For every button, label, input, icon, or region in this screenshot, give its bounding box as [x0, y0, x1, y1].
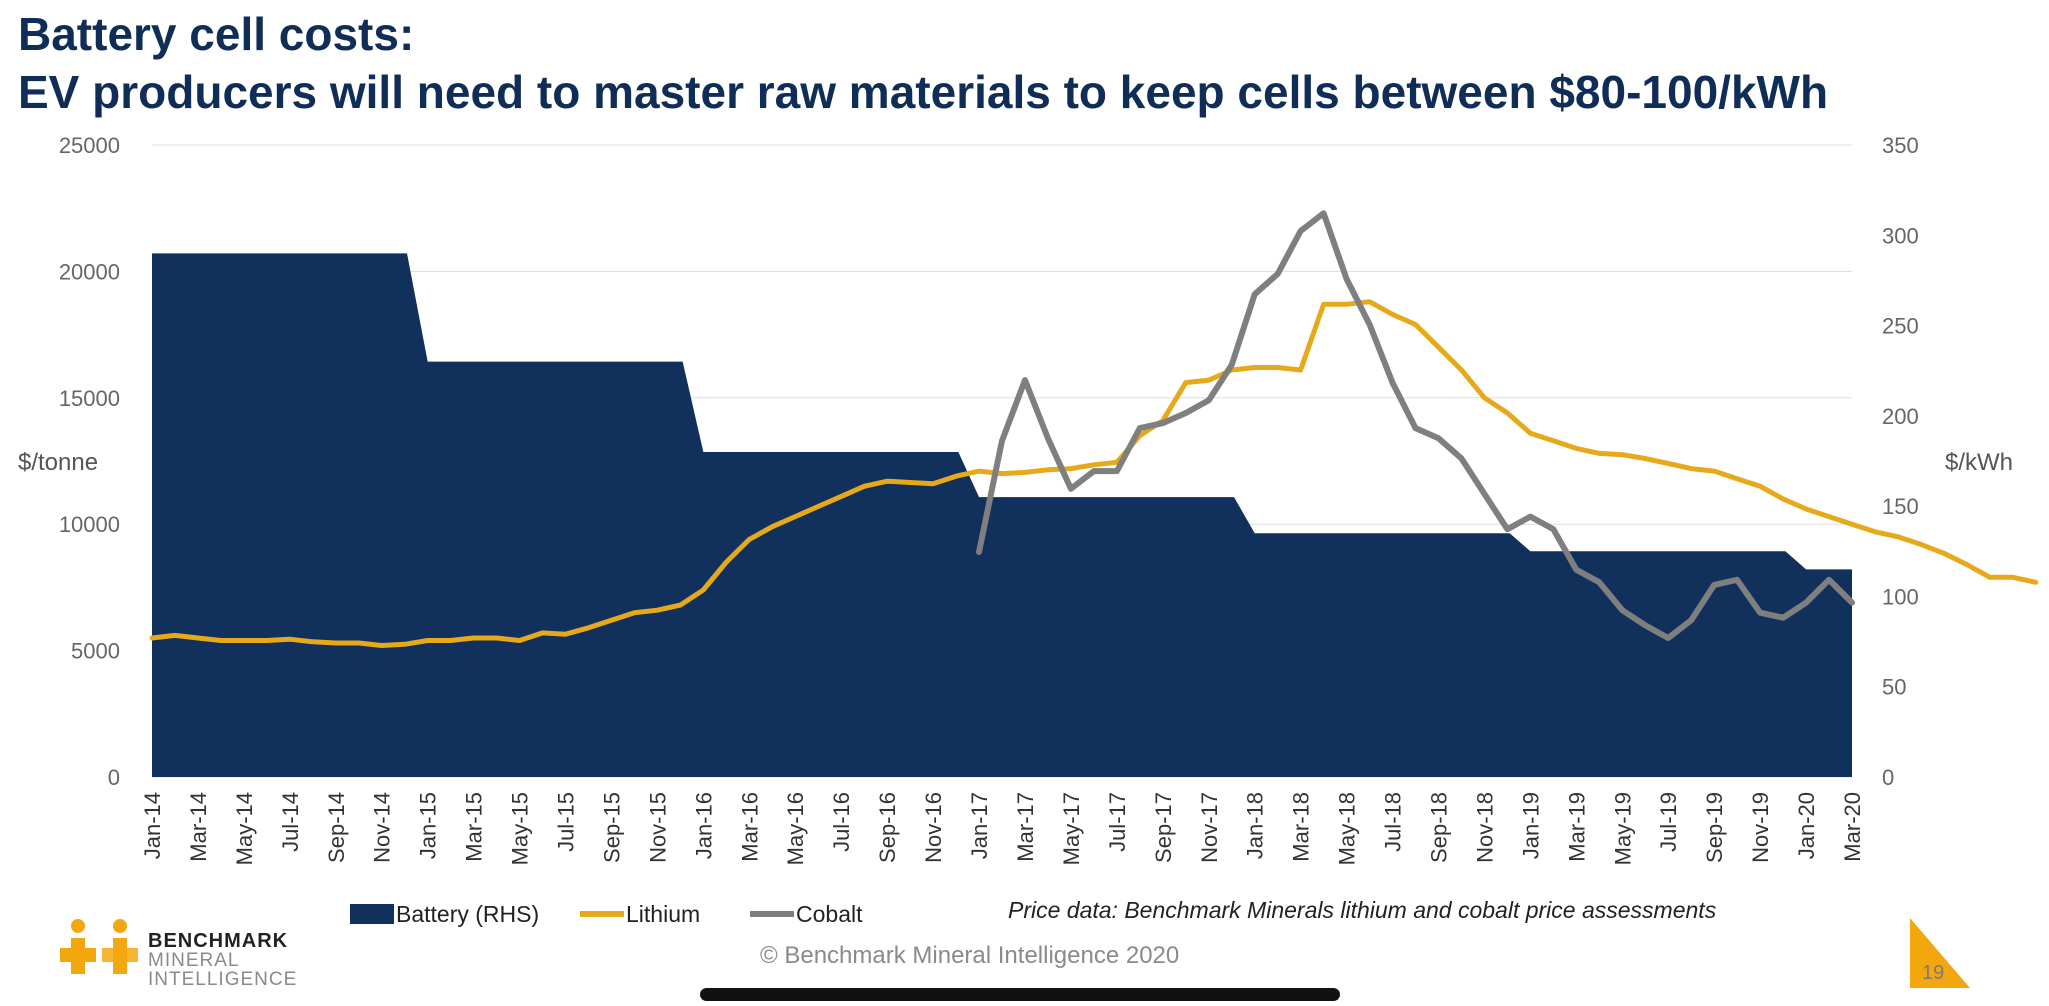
- y-axis-label-left: $/tonne: [18, 449, 98, 476]
- x-tick-label: Mar-14: [186, 792, 211, 862]
- x-tick-label: Jan-18: [1243, 792, 1268, 859]
- logo-text-line3: INTELLIGENCE: [148, 969, 298, 990]
- battery-series: [152, 253, 1852, 778]
- page-corner-triangle-icon: [1910, 918, 1970, 988]
- y-tick-label-right: 350: [1882, 133, 1919, 158]
- x-tick-label: Sep-19: [1702, 792, 1727, 863]
- x-tick-label: Mar-20: [1840, 792, 1865, 862]
- x-tick-label: Jul-16: [829, 792, 854, 852]
- x-tick-label: Jul-17: [1105, 792, 1130, 852]
- x-tick-label: Nov-18: [1472, 792, 1497, 863]
- legend-label: Cobalt: [796, 901, 863, 927]
- x-tick-label: Nov-14: [370, 792, 395, 863]
- y-tick-label-left: 10000: [59, 512, 120, 537]
- y-tick-label-right: 300: [1882, 223, 1919, 248]
- x-tick-label: May-15: [508, 792, 533, 865]
- chart-title-line2: EV producers will need to master raw mat…: [18, 66, 1829, 118]
- x-tick-label: Jul-15: [554, 792, 579, 852]
- y-tick-label-left: 20000: [59, 259, 120, 284]
- x-tick-label: Jan-15: [416, 792, 441, 859]
- x-tick-label: Jan-20: [1794, 792, 1819, 859]
- legend: Battery (RHS) Lithium Cobalt: [350, 901, 863, 927]
- x-tick-label: Sep-14: [324, 792, 349, 863]
- battery-area: [152, 253, 1852, 778]
- x-tick-label: Jan-14: [140, 792, 165, 859]
- cobalt-line: [976, 210, 1855, 641]
- x-tick-label: Sep-17: [1151, 792, 1176, 863]
- x-tick-label: Mar-17: [1013, 792, 1038, 862]
- x-tick-label: Sep-18: [1426, 792, 1451, 863]
- y-tick-label-right: 150: [1882, 494, 1919, 519]
- x-tick-label: Mar-16: [737, 792, 762, 862]
- copyright-text: © Benchmark Mineral Intelligence 2020: [760, 942, 1180, 969]
- left-axis: 0 5000 10000 15000 20000 25000: [59, 133, 120, 790]
- x-tick-label: Jan-16: [691, 792, 716, 859]
- x-tick-label: Nov-16: [921, 792, 946, 863]
- x-tick-label: Jan-19: [1518, 792, 1543, 859]
- lithium-line: [149, 299, 2039, 648]
- y-tick-label-right: 100: [1882, 584, 1919, 609]
- x-tick-label: Sep-16: [875, 792, 900, 863]
- logo-text-line1: BENCHMARK: [148, 930, 289, 952]
- x-tick-label: May-16: [783, 792, 808, 865]
- y-tick-label-right: 250: [1882, 314, 1919, 339]
- x-tick-label: Nov-17: [1197, 792, 1222, 863]
- benchmark-logo: BENCHMARK MINERAL INTELLIGENCE: [58, 912, 328, 1000]
- y-tick-label-right: 50: [1882, 675, 1906, 700]
- x-tick-label: Nov-15: [645, 792, 670, 863]
- x-tick-label: May-14: [232, 792, 257, 865]
- x-tick-label: Nov-19: [1748, 792, 1773, 863]
- x-tick-label: May-19: [1610, 792, 1635, 865]
- y-tick-label-right: 200: [1882, 404, 1919, 429]
- y-tick-label-left: 25000: [59, 133, 120, 158]
- x-tick-label: May-17: [1059, 792, 1084, 865]
- page-number: 19: [1922, 962, 1945, 984]
- legend-label: Lithium: [626, 901, 700, 927]
- x-tick-label: May-18: [1335, 792, 1360, 865]
- x-tick-label: Mar-18: [1289, 792, 1314, 862]
- x-tick-label: Sep-15: [599, 792, 624, 863]
- y-tick-label-right: 0: [1882, 765, 1894, 790]
- line-series: [149, 210, 2039, 648]
- y-tick-label-left: 0: [108, 765, 120, 790]
- x-tick-label: Jul-14: [278, 792, 303, 852]
- x-tick-label: Mar-19: [1564, 792, 1589, 862]
- chart-title-line1: Battery cell costs:: [18, 8, 415, 60]
- y-tick-label-left: 15000: [59, 386, 120, 411]
- legend-swatch-battery: [350, 904, 394, 924]
- y-tick-label-left: 5000: [71, 639, 120, 664]
- x-tick-label: Jan-17: [967, 792, 992, 859]
- logo-text-line2: MINERAL: [148, 950, 240, 971]
- legend-label: Battery (RHS): [396, 901, 539, 927]
- source-note: Price data: Benchmark Minerals lithium a…: [1008, 897, 1717, 923]
- x-tick-label: Mar-15: [462, 792, 487, 862]
- x-tick-label: Jul-19: [1656, 792, 1681, 852]
- x-tick-label: Jul-18: [1381, 792, 1406, 852]
- home-indicator[interactable]: [700, 988, 1340, 1001]
- y-axis-label-right: $/kWh: [1945, 449, 2013, 476]
- right-axis: 0 50 100 150 200 250 300 350: [1882, 133, 1919, 790]
- x-axis: Jan-14 Mar-14 May-14 Jul-14 Sep-14 Nov-14 Jan-…: [140, 792, 1865, 865]
- benchmark-logo-icon: [60, 919, 138, 974]
